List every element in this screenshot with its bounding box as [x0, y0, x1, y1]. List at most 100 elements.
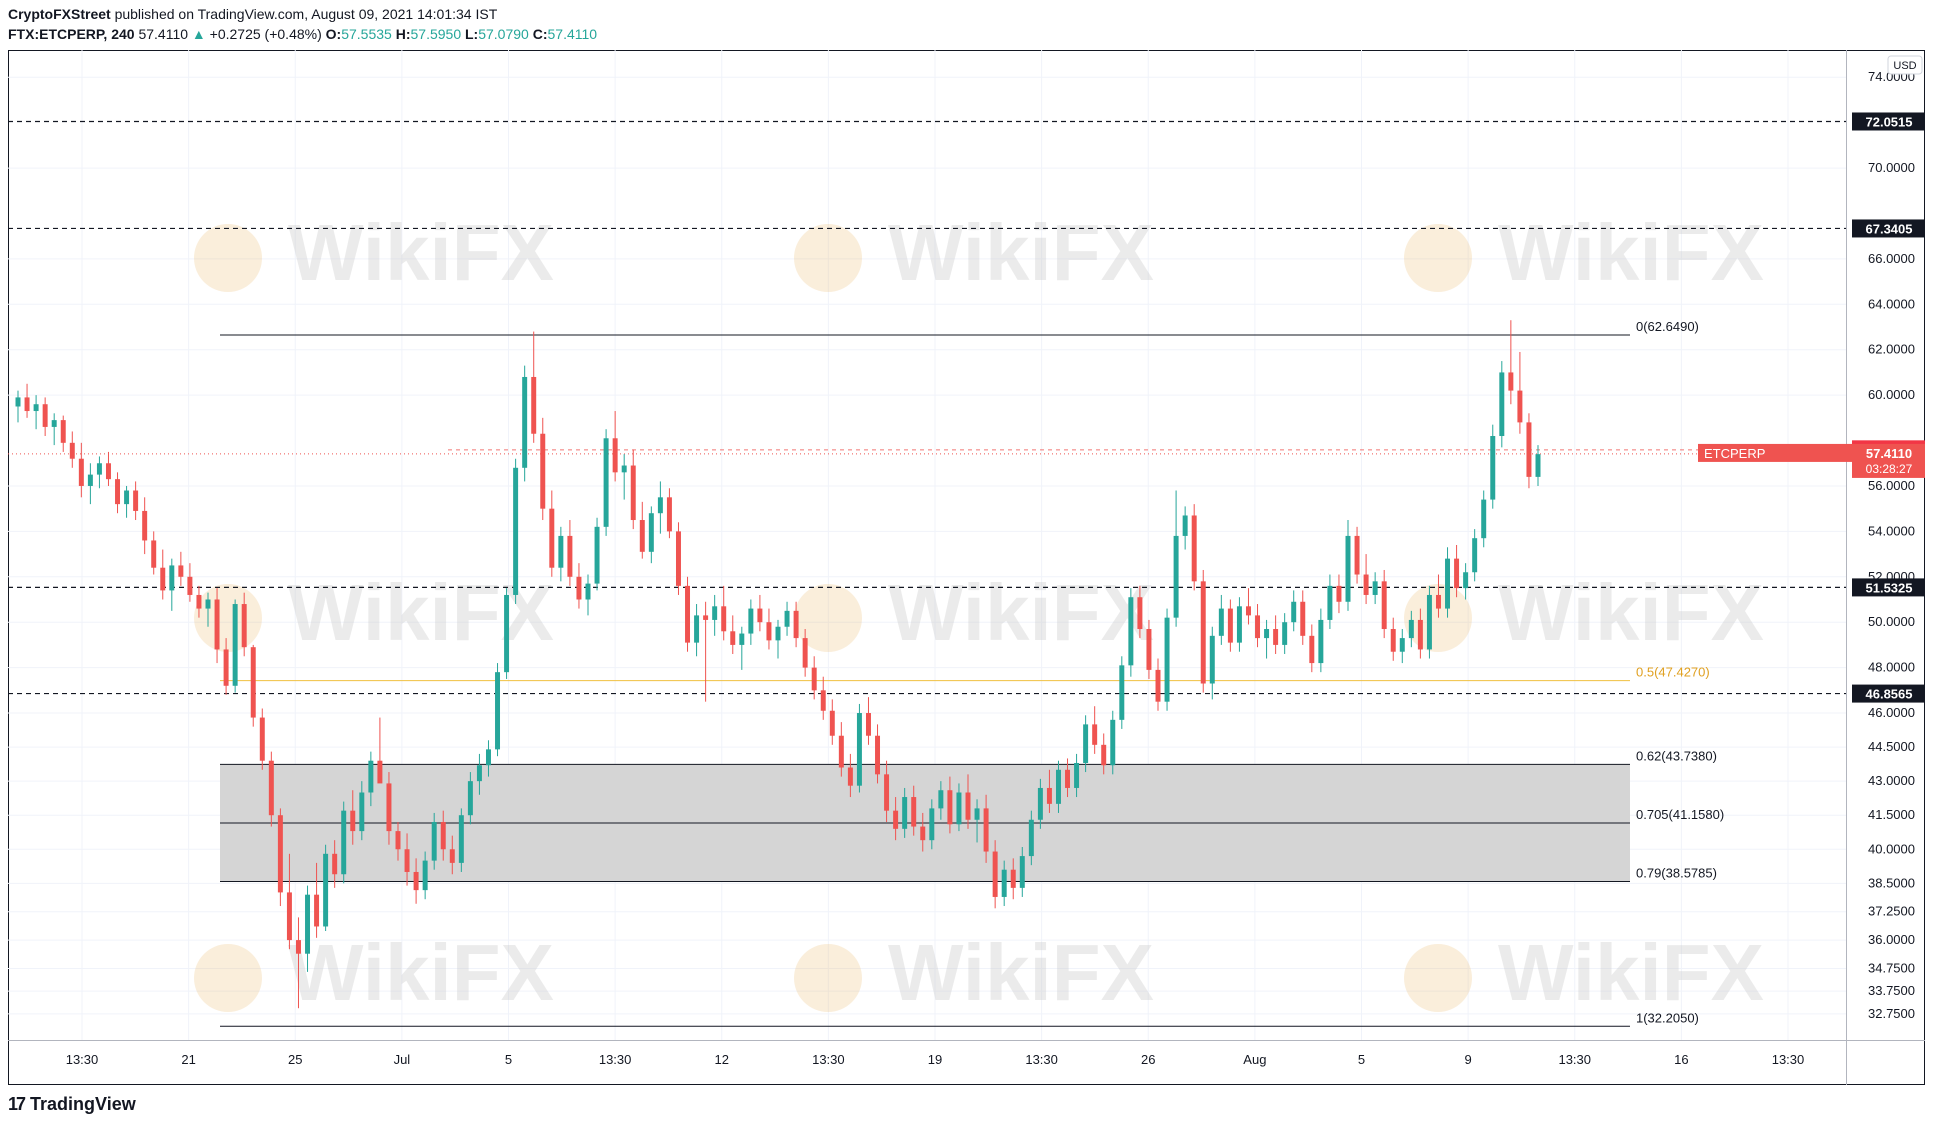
last-price-tag	[1852, 443, 1925, 478]
candle-body	[232, 604, 238, 686]
close-value: 57.4110	[547, 26, 598, 42]
y-tick-label: 46.0000	[1868, 705, 1915, 720]
candle-body	[105, 463, 111, 480]
open-label: O:	[325, 26, 342, 42]
candle-body	[187, 576, 193, 595]
x-tick-label: 9	[1465, 1052, 1472, 1067]
candle-body	[992, 851, 998, 897]
y-tick-label: 54.0000	[1868, 523, 1915, 538]
candle-body	[96, 463, 102, 475]
close-label: C:	[532, 26, 548, 42]
wikifx-watermark: WikiFX	[888, 928, 1154, 1017]
candle-body	[1110, 719, 1116, 766]
candle-body	[1164, 617, 1170, 702]
candle-body	[766, 622, 772, 641]
candle-body	[1417, 619, 1423, 650]
candle-body	[196, 594, 202, 609]
candle-body	[739, 633, 745, 645]
candle-body	[295, 940, 301, 954]
candle-body	[422, 860, 428, 891]
candle-body	[386, 783, 392, 832]
candle-body	[829, 710, 835, 736]
candle-body	[730, 631, 736, 645]
y-tick-label: 36.0000	[1868, 932, 1915, 947]
candle-body	[1508, 372, 1514, 391]
x-tick-label: 13:30	[1025, 1052, 1058, 1067]
candle-body	[920, 826, 926, 841]
candle-body	[811, 667, 817, 691]
tradingview-footer[interactable]: 17 TradingView	[8, 1094, 136, 1115]
candle-body	[893, 810, 899, 829]
candle-body	[585, 583, 591, 600]
candle-body	[1191, 515, 1197, 582]
chart-area[interactable]: 74.0000 70.0000 66.0000 64.0000 62.0000 60.00…	[8, 50, 1925, 1085]
candle-body	[1408, 619, 1414, 639]
y-tick-label: 40.0000	[1868, 841, 1915, 856]
candle-body	[42, 404, 48, 427]
y-tick-label: 33.7500	[1868, 983, 1915, 998]
candle-body	[1092, 724, 1098, 745]
wikifx-logo-icon	[194, 584, 262, 652]
candle-body	[694, 615, 700, 643]
price-chart[interactable]: 74.000070.000066.000064.000062.000060.00…	[8, 50, 1925, 1085]
candle-body	[603, 438, 609, 527]
candle-body	[576, 576, 582, 600]
open-value: 57.5535	[341, 26, 392, 42]
candle-body	[513, 467, 519, 595]
candle-body	[965, 792, 971, 820]
level-price-tag	[1852, 219, 1925, 238]
y-tick-label: 44.5000	[1868, 739, 1915, 754]
publisher-name[interactable]: CryptoFXStreet	[8, 6, 111, 22]
x-tick-label: 13:30	[1772, 1052, 1805, 1067]
candle-body	[1472, 538, 1478, 573]
candle-body	[15, 397, 21, 407]
candle-body	[1001, 869, 1007, 897]
candle-body	[1354, 535, 1360, 575]
change-value: +0.2725 (+0.48%)	[209, 26, 322, 42]
candle-body	[657, 497, 663, 514]
wikifx-logo-icon	[194, 944, 262, 1012]
candle-body	[721, 606, 727, 632]
x-tick-label: 12	[715, 1052, 729, 1067]
tradingview-logo-icon: 17	[8, 1094, 26, 1114]
candle-body	[1345, 535, 1351, 602]
x-tick-label: 13:30	[812, 1052, 845, 1067]
candle-body	[24, 397, 30, 412]
candle-body	[350, 810, 356, 832]
candle-body	[467, 781, 473, 816]
bar-countdown-text: 03:28:27	[1866, 462, 1913, 476]
candle-body	[1019, 856, 1025, 888]
candle-body	[1209, 635, 1215, 684]
currency-badge[interactable]	[1887, 55, 1923, 75]
candle-body	[748, 608, 754, 634]
candle-body	[504, 594, 510, 673]
y-tick-label: 32.7500	[1868, 1006, 1915, 1021]
candle-body	[1119, 665, 1125, 720]
candle-body	[775, 626, 781, 641]
low-label: L:	[465, 26, 479, 42]
up-arrow-icon: ▲	[191, 26, 206, 42]
wikifx-watermark: WikiFX	[1498, 568, 1764, 657]
candle-body	[268, 760, 274, 816]
fib-level-label: 1(32.2050)	[1636, 1010, 1699, 1025]
x-tick-label: 21	[181, 1052, 195, 1067]
candle-body	[1200, 581, 1206, 684]
candle-body	[259, 717, 265, 761]
y-tick-label: 50.0000	[1868, 614, 1915, 629]
candle-body	[1300, 601, 1306, 636]
candle-body	[142, 510, 148, 541]
candle-body	[594, 526, 600, 584]
y-tick-label: 62.0000	[1868, 342, 1915, 357]
candle-body	[277, 815, 283, 893]
x-tick-label: 26	[1141, 1052, 1155, 1067]
wikifx-logo-icon	[794, 584, 862, 652]
candle-body	[214, 599, 220, 650]
candle-body	[1236, 606, 1242, 643]
level-price-text: 46.8565	[1866, 687, 1913, 702]
candle-body	[78, 458, 84, 486]
x-tick-label: Jul	[394, 1052, 411, 1067]
candle-body	[431, 822, 437, 861]
candle-body	[712, 606, 718, 620]
candle-body	[1399, 638, 1405, 652]
candle-body	[540, 433, 546, 509]
